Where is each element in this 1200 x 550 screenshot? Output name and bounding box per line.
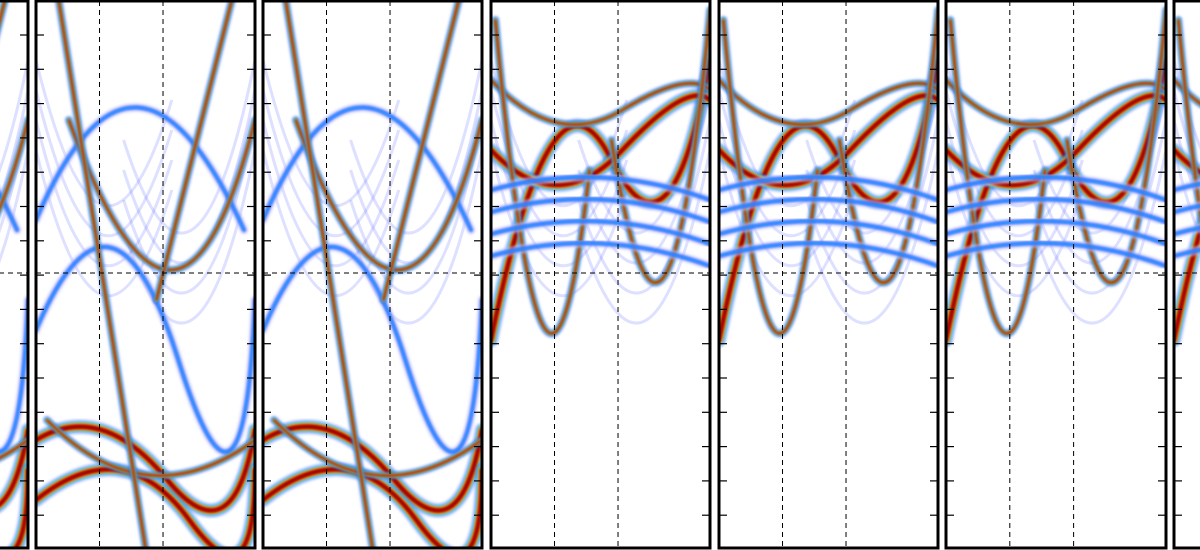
spectral-band [719, 176, 938, 201]
spectral-band [610, 9, 710, 284]
panel [491, 1, 710, 548]
panel [36, 1, 255, 548]
spectral-band [719, 220, 938, 245]
spectral-band [285, 1, 374, 548]
panel [0, 1, 28, 548]
spectral-band [1066, 9, 1166, 284]
spectral-band-faint [0, 59, 28, 174]
spectral-band [949, 19, 1046, 335]
spectral-band [58, 1, 147, 548]
spectral-band [36, 106, 245, 231]
panel-frame [0, 0, 30, 550]
spectral-band [491, 176, 710, 201]
spectral-band [494, 19, 591, 335]
spectral-band-faint [0, 89, 28, 204]
spectral-band [68, 119, 255, 271]
spectral-band-faint [1032, 149, 1166, 325]
spectral-band [946, 176, 1166, 201]
spectral-band [273, 419, 482, 477]
panel-frame [717, 0, 940, 550]
spectral-band [491, 198, 710, 223]
spectral-band [295, 119, 482, 271]
spectral-band [0, 299, 28, 453]
spectral-band-faint [349, 59, 482, 235]
spectral-band [946, 198, 1166, 223]
spectral-band [838, 9, 938, 284]
spectral-band-faint [263, 89, 401, 238]
spectral-band [36, 246, 255, 453]
spectral-band-faint [577, 149, 710, 325]
spectral-band [0, 428, 28, 506]
spectral-band [491, 242, 710, 267]
spectral-band [263, 106, 472, 231]
spectral-band [36, 468, 255, 548]
spectral-band [491, 79, 710, 126]
spectral-band [1177, 19, 1200, 216]
spectral-band-faint [1174, 149, 1200, 241]
spectral-band [719, 79, 938, 126]
spectral-band [382, 1, 460, 301]
spectral-band-faint [122, 59, 255, 235]
panel [1174, 16, 1200, 516]
panel [946, 1, 1166, 548]
panel-frame [34, 0, 257, 550]
panel-frame [261, 0, 484, 550]
panel-frame [944, 0, 1168, 550]
spectral-band [13, 468, 28, 548]
spectral-band [491, 220, 710, 245]
spectral-band [946, 242, 1166, 267]
spectral-band-faint [0, 119, 28, 234]
spectral-band [263, 468, 482, 548]
spectral-band [722, 19, 819, 335]
spectral-band [46, 419, 255, 477]
panel [719, 1, 938, 548]
spectral-band [36, 425, 255, 512]
panel-frame [489, 0, 712, 550]
spectral-band [155, 1, 233, 301]
spectral-band [263, 246, 482, 453]
panel-frame [1172, 0, 1200, 550]
spectral-band [946, 79, 1166, 126]
spectral-band [719, 198, 938, 223]
spectral-band-faint [36, 89, 174, 238]
spectral-band [0, 119, 28, 210]
spectral-band-faint [349, 119, 482, 295]
spectral-band [946, 220, 1166, 245]
spectral-band-faint [805, 149, 938, 325]
spectral-band-faint [122, 119, 255, 295]
spectral-band [719, 242, 938, 267]
panel [263, 1, 482, 548]
spectral-band [0, 439, 28, 459]
spectral-band [263, 425, 482, 512]
